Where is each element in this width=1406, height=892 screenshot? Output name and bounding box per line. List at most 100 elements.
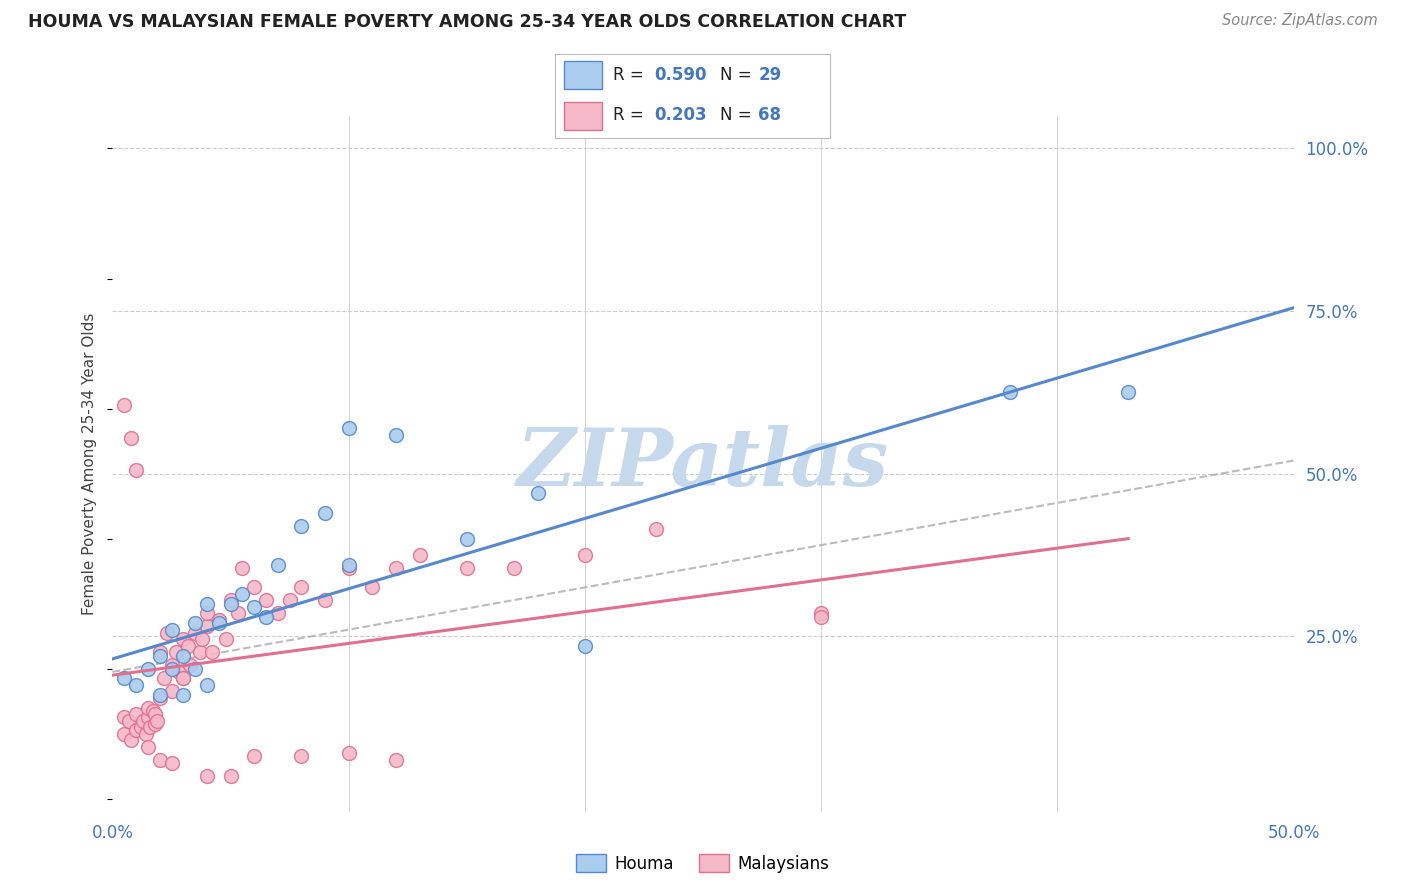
Point <box>112 398 135 412</box>
Point <box>118 714 141 728</box>
Point <box>160 684 183 698</box>
Text: 29: 29 <box>758 66 782 84</box>
Point <box>278 593 301 607</box>
Point <box>112 727 135 741</box>
Point <box>149 688 172 702</box>
Point <box>267 558 290 572</box>
Text: N =: N = <box>720 106 756 124</box>
Point <box>810 609 832 624</box>
Point <box>385 427 408 442</box>
Y-axis label: Female Poverty Among 25-34 Year Olds: Female Poverty Among 25-34 Year Olds <box>82 313 97 615</box>
Point <box>143 707 166 722</box>
Point <box>125 463 148 477</box>
Point <box>142 704 165 718</box>
Point <box>361 581 384 595</box>
Point <box>456 532 478 546</box>
Point <box>184 626 207 640</box>
Point <box>195 769 218 783</box>
FancyBboxPatch shape <box>564 102 602 130</box>
Point <box>172 648 194 663</box>
Point <box>136 700 159 714</box>
Point <box>526 486 548 500</box>
Text: R =: R = <box>613 66 650 84</box>
Point <box>136 739 159 754</box>
Point <box>135 727 157 741</box>
Point <box>385 561 408 575</box>
Point <box>160 658 183 673</box>
Point <box>385 753 408 767</box>
Point <box>226 607 249 621</box>
Point <box>267 607 290 621</box>
Point <box>160 623 183 637</box>
Point <box>129 720 152 734</box>
Point <box>172 672 194 686</box>
Point <box>208 616 231 631</box>
Legend: Houma, Malaysians: Houma, Malaysians <box>569 847 837 880</box>
Point <box>290 581 312 595</box>
Point <box>254 609 277 624</box>
Point <box>188 645 211 659</box>
Point <box>149 648 172 663</box>
Point <box>219 769 242 783</box>
Point <box>179 658 201 673</box>
Point <box>160 756 183 770</box>
Point <box>195 597 218 611</box>
Point <box>167 665 190 679</box>
Point <box>172 632 194 647</box>
Point <box>503 561 526 575</box>
Point <box>153 672 176 686</box>
Text: 0.590: 0.590 <box>654 66 707 84</box>
Point <box>139 720 162 734</box>
Text: ZIPatlas: ZIPatlas <box>517 425 889 502</box>
Text: 0.203: 0.203 <box>654 106 707 124</box>
Point <box>408 548 430 562</box>
Point <box>146 714 169 728</box>
Text: HOUMA VS MALAYSIAN FEMALE POVERTY AMONG 25-34 YEAR OLDS CORRELATION CHART: HOUMA VS MALAYSIAN FEMALE POVERTY AMONG … <box>28 13 907 31</box>
Point <box>1116 385 1139 400</box>
Point <box>195 619 218 633</box>
Point <box>184 662 207 676</box>
Point <box>156 626 179 640</box>
Point <box>125 707 148 722</box>
Point <box>172 672 194 686</box>
Point <box>337 746 360 760</box>
Point <box>456 561 478 575</box>
Point <box>191 632 214 647</box>
Point <box>314 506 336 520</box>
Point <box>243 599 266 614</box>
Point <box>574 548 596 562</box>
Point <box>160 662 183 676</box>
Point <box>290 518 312 533</box>
Point <box>136 710 159 724</box>
Point <box>644 522 666 536</box>
Point <box>810 607 832 621</box>
FancyBboxPatch shape <box>564 62 602 89</box>
Point <box>243 581 266 595</box>
Point <box>290 749 312 764</box>
Text: Source: ZipAtlas.com: Source: ZipAtlas.com <box>1222 13 1378 29</box>
Point <box>337 561 360 575</box>
Point <box>177 639 200 653</box>
Point <box>574 639 596 653</box>
Point <box>132 714 155 728</box>
Point <box>120 733 142 747</box>
Point <box>243 749 266 764</box>
Point <box>165 645 187 659</box>
Point <box>231 587 253 601</box>
Point <box>149 690 172 705</box>
Point <box>219 597 242 611</box>
Text: N =: N = <box>720 66 756 84</box>
Point <box>120 431 142 445</box>
Point <box>195 607 218 621</box>
Point <box>172 688 194 702</box>
Point <box>231 561 253 575</box>
Point <box>149 753 172 767</box>
Point <box>215 632 238 647</box>
Text: R =: R = <box>613 106 650 124</box>
Point <box>136 662 159 676</box>
Point <box>112 672 135 686</box>
Point <box>208 613 231 627</box>
Point <box>337 421 360 435</box>
Point <box>125 678 148 692</box>
Point <box>143 717 166 731</box>
